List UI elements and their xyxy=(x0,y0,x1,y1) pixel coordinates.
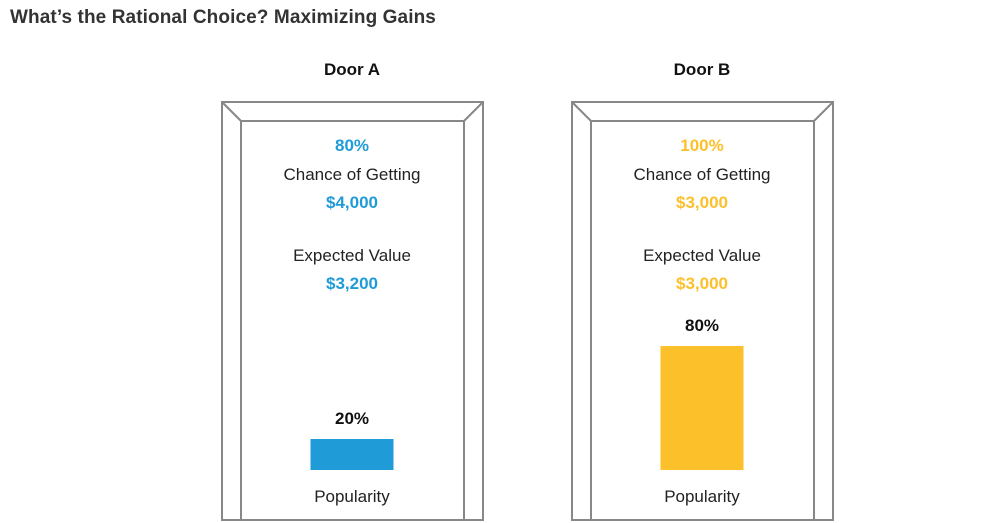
door-a-chance: 80% xyxy=(334,136,370,155)
door-a-popularity-value: 20% xyxy=(334,409,370,428)
door-a-ev: $3,200 xyxy=(326,274,378,293)
door-a-frame xyxy=(221,101,484,521)
door-b-ev-label: Expected Value xyxy=(643,246,761,265)
door-a-chance-label: Chance of Getting xyxy=(283,165,421,184)
door-b-chance-label: Chance of Getting xyxy=(633,165,771,184)
door-b-frame xyxy=(571,101,834,521)
popularity-bar-door-a xyxy=(310,439,394,470)
door-b-chance: 100% xyxy=(680,136,724,155)
door-b-amount: $3,000 xyxy=(676,193,728,212)
door-a-ev-label: Expected Value xyxy=(293,246,411,265)
door-a-amount: $4,000 xyxy=(326,193,378,212)
door-b-label: Door B xyxy=(673,60,731,79)
door-b-ev: $3,000 xyxy=(676,274,728,293)
door-b-popularity-label: Popularity xyxy=(664,487,740,506)
door-a-label: Door A xyxy=(323,60,381,79)
popularity-bar-door-b xyxy=(660,346,744,470)
door-b-popularity-value: 80% xyxy=(684,316,720,335)
door-a-popularity-label: Popularity xyxy=(314,487,390,506)
chart-title: What’s the Rational Choice? Maximizing G… xyxy=(10,7,436,28)
